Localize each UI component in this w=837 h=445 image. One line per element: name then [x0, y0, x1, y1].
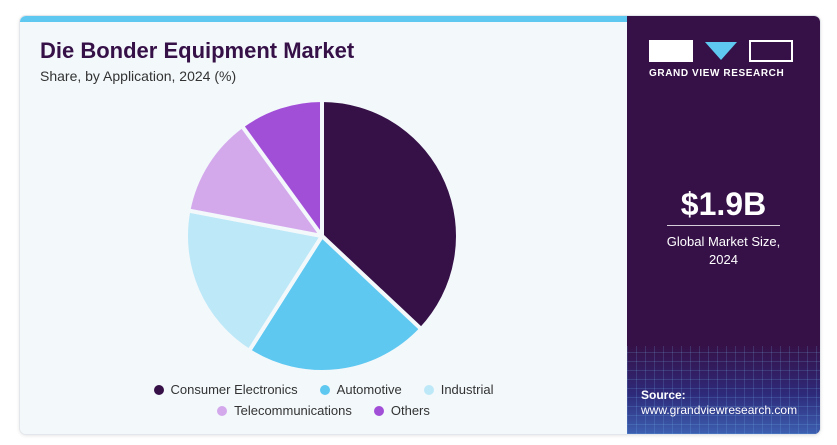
- legend-label: Others: [390, 403, 430, 418]
- pie-slice-consumer-electronics: [320, 98, 460, 332]
- legend-swatch: [319, 384, 330, 395]
- stat-divider: [667, 225, 780, 226]
- gvr-logo-icon: GRAND VIEW RESEARCH: [649, 40, 799, 79]
- legend-label: Telecommunications: [234, 403, 352, 418]
- legend-label: Automotive: [336, 382, 402, 397]
- legend-swatch: [153, 384, 164, 395]
- legend-item: Consumer Electronics: [153, 382, 298, 397]
- market-size-label-line2: 2024: [709, 252, 738, 267]
- legend-item: Telecommunications: [217, 403, 352, 418]
- pie-slice-telecommunications: [186, 123, 324, 238]
- legend-row-1: Consumer Electronics Automotive Industri…: [20, 382, 627, 397]
- accent-bar: [20, 16, 627, 22]
- source-label: Source:: [641, 388, 686, 402]
- logo-mark-r: [749, 40, 793, 62]
- pie-slice-automotive: [247, 234, 424, 374]
- stats-panel: GRAND VIEW RESEARCH $1.9B Global Market …: [627, 16, 820, 434]
- legend-swatch: [423, 384, 434, 395]
- decorative-mesh: [627, 346, 820, 434]
- legend-label: Industrial: [440, 382, 494, 397]
- legend-label: Consumer Electronics: [170, 382, 298, 397]
- market-size-label-line1: Global Market Size,: [666, 234, 781, 249]
- source-note: Source: www.grandviewresearch.com: [641, 388, 797, 418]
- market-size-value: $1.9B: [680, 186, 767, 222]
- market-size-label: Global Market Size, 2024: [627, 233, 820, 269]
- legend-row-2: Telecommunications Others: [20, 403, 627, 418]
- pie-slice-others: [240, 98, 324, 238]
- legend-swatch: [373, 405, 384, 416]
- chart-title: Die Bonder Equipment Market: [40, 38, 355, 63]
- legend-swatch: [217, 405, 228, 416]
- pie-chart: [184, 98, 460, 374]
- legend-item: Industrial: [423, 382, 494, 397]
- logo-mark-g: [649, 40, 693, 62]
- logo-marks: [649, 40, 799, 62]
- legend-item: Automotive: [319, 382, 402, 397]
- source-url[interactable]: www.grandviewresearch.com: [641, 403, 798, 417]
- pie-slice-industrial: [184, 208, 324, 353]
- chart-panel: Die Bonder Equipment Market Share, by Ap…: [20, 16, 627, 434]
- brand-name: GRAND VIEW RESEARCH: [649, 68, 785, 79]
- logo-mark-v: [705, 42, 737, 60]
- legend-item: Others: [373, 403, 430, 418]
- chart-subtitle: Share, by Application, 2024 (%): [40, 68, 237, 84]
- infographic-card: Die Bonder Equipment Market Share, by Ap…: [20, 16, 820, 434]
